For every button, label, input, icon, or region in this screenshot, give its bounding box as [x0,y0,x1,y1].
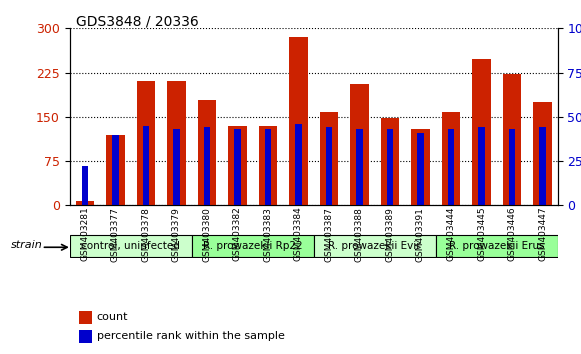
Bar [265,129,271,205]
Bar [381,118,399,205]
Text: GSM403281: GSM403281 [81,207,89,262]
Bar [80,330,92,343]
Bar [320,112,338,205]
Text: GSM403379: GSM403379 [172,207,181,262]
Bar [204,127,210,205]
Bar [356,129,363,205]
Bar [234,129,241,205]
Bar [417,133,424,205]
Text: GDS3848 / 20336: GDS3848 / 20336 [76,14,198,28]
FancyBboxPatch shape [70,235,192,257]
Text: count: count [96,312,128,322]
Bar [80,311,92,324]
Bar [448,129,454,205]
Bar [76,201,94,205]
Text: GSM403445: GSM403445 [477,207,486,261]
Text: GSM403387: GSM403387 [325,207,333,262]
Text: GSM403377: GSM403377 [111,207,120,262]
Bar [143,126,149,205]
Bar [295,124,302,205]
Bar [478,127,485,205]
Text: GSM403446: GSM403446 [508,207,517,261]
Text: GSM403444: GSM403444 [447,207,456,261]
Text: GSM403389: GSM403389 [386,207,394,262]
FancyBboxPatch shape [436,235,558,257]
Text: GSM403378: GSM403378 [142,207,150,262]
Bar [509,129,515,205]
FancyBboxPatch shape [192,235,314,257]
Text: GSM403380: GSM403380 [203,207,211,262]
Text: GSM403447: GSM403447 [538,207,547,261]
Bar [472,59,490,205]
Bar [137,81,155,205]
Bar [167,81,186,205]
Bar [173,129,180,205]
Bar [326,127,332,205]
Text: GSM403383: GSM403383 [264,207,272,262]
Text: R. prowazekii Rp22: R. prowazekii Rp22 [203,241,303,251]
Bar [82,166,88,205]
Bar [533,102,552,205]
Text: percentile rank within the sample: percentile rank within the sample [96,331,285,341]
FancyBboxPatch shape [314,235,436,257]
Text: GSM403384: GSM403384 [294,207,303,262]
Bar [259,126,277,205]
Text: R. prowazekii Erus: R. prowazekii Erus [449,241,544,251]
Bar [106,135,124,205]
Text: GSM403382: GSM403382 [233,207,242,262]
Bar [411,129,429,205]
Bar [387,129,393,205]
Bar [350,84,368,205]
Bar [503,74,521,205]
Bar [228,126,246,205]
Bar [442,112,460,205]
Text: R. prowazekii Evir: R. prowazekii Evir [328,241,421,251]
Text: GSM403391: GSM403391 [416,207,425,262]
Bar [112,135,119,205]
Text: GSM403388: GSM403388 [355,207,364,262]
Text: control, uninfected: control, uninfected [81,241,180,251]
Bar [198,100,216,205]
Bar [289,37,308,205]
Bar [539,127,546,205]
Text: strain: strain [12,240,43,250]
